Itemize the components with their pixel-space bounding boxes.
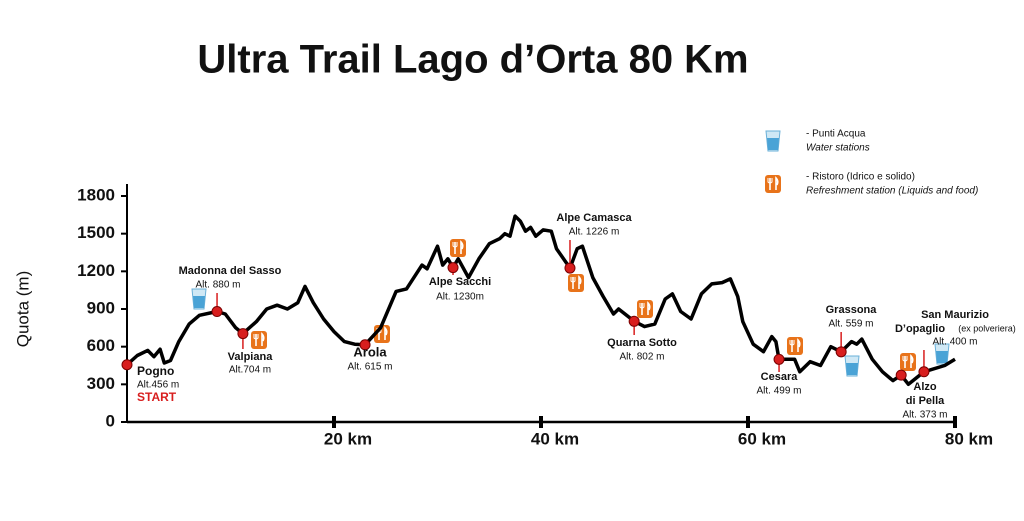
checkpoint-altitude: Alt. 499 m [756,386,801,397]
y-tick-label: 1500 [77,223,115,242]
checkpoint-marker [918,366,930,378]
legend-sublabel: Water stations [806,143,870,154]
checkpoint-name: Pogno [137,364,174,378]
food-icon [636,299,654,319]
checkpoint-altitude: Alt. 373 m [902,410,947,421]
y-tick-label: 0 [106,411,115,430]
water-icon [191,288,207,310]
x-tick-label: 40 km [531,429,579,448]
checkpoint-name: di Pella [906,395,945,407]
checkpoint-name: Alzo [913,381,937,393]
checkpoint-name: Grassona [826,304,878,316]
x-tick-label: 80 km [945,429,993,448]
checkpoint-altitude: Alt.456 m [137,380,179,391]
checkpoint-altitude: Alt. 1226 m [569,227,620,238]
water-icon [844,355,860,377]
x-tick-label: 60 km [738,429,786,448]
food-icon [250,330,268,350]
checkpoint-note: (ex polveriera) [958,323,1016,333]
checkpoint-name: Quarna Sotto [607,337,677,349]
start-label: START [137,390,177,404]
y-tick-label: 1800 [77,185,115,204]
checkpoint-name: Madonna del Sasso [179,265,282,277]
y-tick-label: 600 [87,336,115,355]
legend-label: - Punti Acqua [806,129,866,140]
y-tick-label: 300 [87,374,115,393]
checkpoint-altitude: Alt. 615 m [347,362,392,373]
y-axis-label: Quota (m) [13,271,32,348]
checkpoint-altitude: Alt. 559 m [828,319,873,330]
food-icon [567,273,585,293]
food-icon [449,238,467,258]
checkpoint-altitude: Alt.704 m [229,365,271,376]
legend-label: - Ristoro (Idrico e solido) [806,172,915,183]
x-tick-label: 20 km [324,429,372,448]
y-tick-label: 900 [87,298,115,317]
checkpoint-marker [773,353,785,365]
checkpoint-marker [895,369,907,381]
checkpoint-name: Alpe Camasca [556,212,632,224]
checkpoint-altitude: Alt. 1230m [436,292,484,303]
checkpoint-marker [628,315,640,327]
checkpoint-marker [359,339,371,351]
water-icon [765,130,781,152]
checkpoint-name: Alpe Sacchi [429,276,491,288]
checkpoint-marker [835,346,847,358]
checkpoint-marker [564,262,576,274]
checkpoint-marker [237,328,249,340]
food-icon [764,174,782,194]
elevation-line [125,214,956,387]
y-tick-label: 1200 [77,261,115,280]
checkpoint-name: Arola [353,344,387,359]
checkpoint-altitude: Alt. 880 m [195,280,240,291]
checkpoint-marker [211,306,223,318]
checkpoint-marker [121,359,133,371]
checkpoint-marker [447,262,459,274]
food-icon [786,336,804,356]
legend-sublabel: Refreshment station (Liquids and food) [806,186,978,197]
food-icon [899,352,917,372]
checkpoint-name: Valpiana [228,351,274,363]
checkpoint-altitude: Alt. 802 m [619,352,664,363]
chart-title: Ultra Trail Lago d’Orta 80 Km [197,38,748,82]
checkpoint-name: San Maurizio [921,309,989,321]
legend: - Punti Acqua Water stations - Ristoro (… [764,129,978,197]
checkpoint-name: Cesara [761,371,799,383]
checkpoint-altitude: Alt. 400 m [932,337,977,348]
checkpoint-name: D’opaglio [895,323,945,335]
